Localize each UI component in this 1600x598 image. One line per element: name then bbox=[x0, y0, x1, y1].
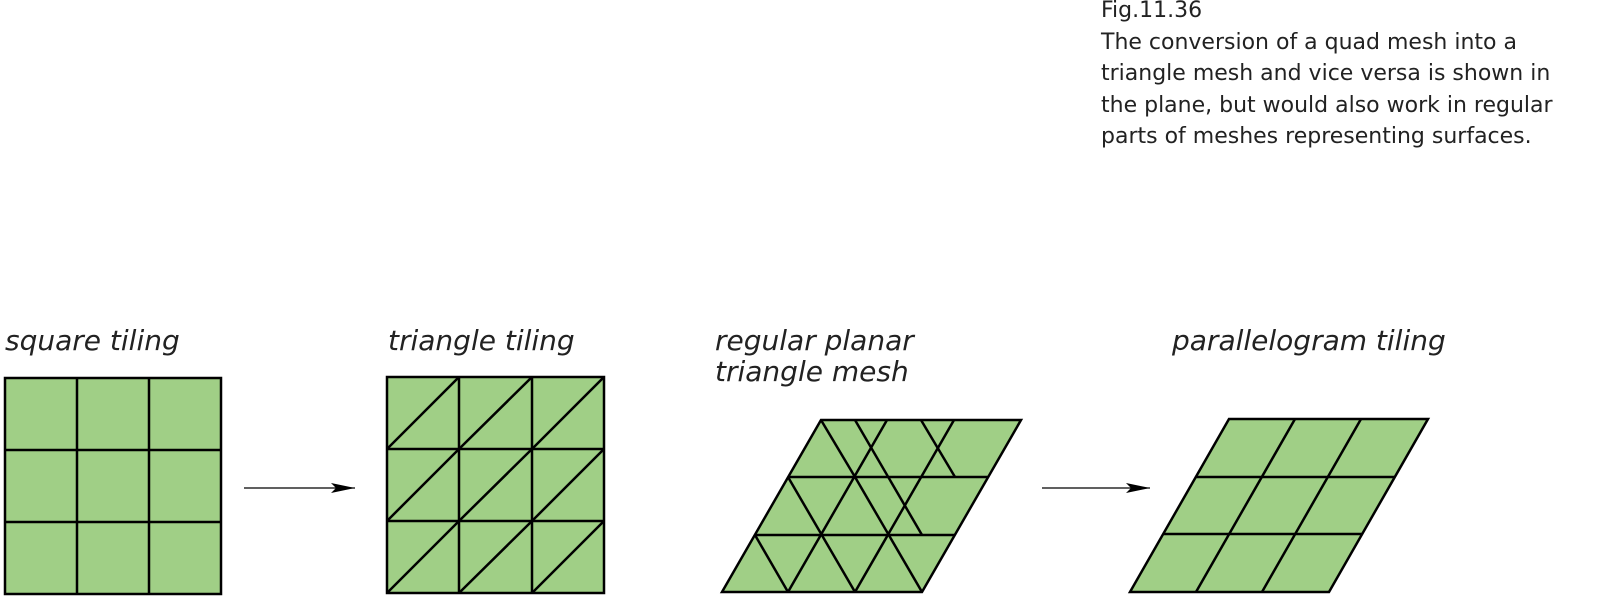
regular-mesh-line bbox=[853, 476, 924, 593]
regular-mesh-line bbox=[819, 419, 857, 478]
regular-mesh-label-line2: triangle mesh bbox=[715, 355, 909, 388]
figure-number: Fig.11.36 bbox=[1101, 0, 1203, 23]
triangle-diagonal bbox=[531, 376, 605, 450]
triangle-diagonal bbox=[458, 448, 533, 522]
parallelogram-tiling-grid bbox=[1127, 417, 1431, 594]
caption-text: The conversion of a quad mesh into a tri… bbox=[1101, 29, 1553, 150]
regular-mesh-line bbox=[853, 419, 924, 536]
regular-mesh-label-line1: regular planar bbox=[715, 324, 914, 357]
parallelogram-line bbox=[1260, 418, 1363, 593]
triangle-diagonal bbox=[531, 520, 605, 594]
square-tiling-fill bbox=[3, 376, 223, 596]
figure-caption: Fig.11.36 The conversion of a quad mesh … bbox=[1101, 0, 1581, 153]
triangle-tiling-label: triangle tiling bbox=[388, 324, 575, 357]
regular-mesh-label: regular planar triangle mesh bbox=[715, 325, 914, 387]
parallelogram-line bbox=[1194, 418, 1297, 593]
square-tiling-grid bbox=[3, 376, 223, 596]
triangle-diagonal bbox=[458, 376, 533, 450]
triangle-diagonal bbox=[531, 448, 605, 522]
triangle-diagonal bbox=[458, 520, 533, 594]
regular-triangle-mesh bbox=[719, 418, 1024, 594]
square-tiling-label: square tiling bbox=[5, 324, 180, 357]
regular-mesh-line bbox=[786, 476, 857, 593]
triangle-diagonal bbox=[386, 520, 460, 594]
triangle-diagonal bbox=[386, 448, 460, 522]
parallelogram-tiling-label: parallelogram tiling bbox=[1172, 324, 1446, 357]
triangle-diagonal bbox=[386, 376, 460, 450]
triangle-tiling-grid bbox=[385, 375, 606, 595]
regular-mesh-line bbox=[919, 419, 957, 478]
regular-mesh-line bbox=[753, 534, 790, 593]
